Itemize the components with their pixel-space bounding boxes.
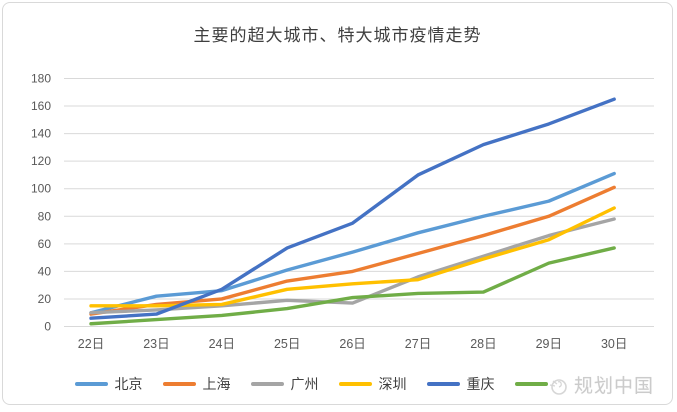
legend-dash-icon — [162, 382, 196, 386]
x-axis-tick-4: 25日 — [274, 337, 300, 351]
chart-title: 主要的超大城市、特大城市疫情走势 — [193, 26, 482, 45]
y-axis-tick-120: 120 — [31, 154, 51, 168]
legend-item-上海: 上海 — [162, 374, 233, 394]
legend-dash-icon — [338, 382, 372, 386]
legend-label: 广州 — [290, 376, 319, 392]
series-line-obscured-5 — [89, 246, 616, 326]
y-axis-tick-140: 140 — [31, 127, 51, 141]
chart-card: 主要的超大城市、特大城市疫情走势 0 20 40 60 80 100 120 140 160 18… — [2, 2, 673, 405]
y-axis-tick-0: 0 — [44, 320, 51, 334]
x-axis-tick-5: 26日 — [339, 337, 365, 351]
legend-item-深圳: 深圳 — [338, 374, 409, 394]
legend-item-obscured — [514, 382, 601, 386]
legend-label: 重庆 — [466, 376, 495, 392]
legend-item-广州: 广州 — [250, 374, 321, 394]
legend-label: 深圳 — [378, 376, 407, 392]
series-line-广州 — [89, 217, 616, 315]
legend-dash-icon — [250, 382, 284, 386]
legend-label: 上海 — [202, 376, 231, 392]
x-axis-tick-3: 24日 — [209, 337, 235, 351]
legend-item-北京: 北京 — [74, 374, 145, 394]
series-line-上海 — [89, 185, 616, 316]
y-axis-tick-20: 20 — [38, 292, 52, 306]
legend-item-重庆: 重庆 — [426, 374, 497, 394]
x-axis-tick-1: 22日 — [78, 337, 104, 351]
x-axis-tick-2: 23日 — [143, 337, 169, 351]
y-axis-tick-100: 100 — [31, 182, 51, 196]
y-axis-tick-160: 160 — [31, 99, 51, 113]
y-axis-tick-80: 80 — [38, 209, 52, 223]
series-line-北京 — [89, 171, 616, 315]
legend-dash-icon — [426, 382, 460, 386]
legend-label: 北京 — [114, 376, 143, 392]
x-axis-tick-7: 28日 — [470, 337, 496, 351]
line-chart-plot-area: 0 20 40 60 80 100 120 140 160 180 22日 23日 24日 25日 26日 2… — [31, 72, 654, 351]
legend-dash-icon — [74, 382, 108, 386]
x-axis-tick-9: 30日 — [601, 337, 627, 351]
legend-dash-icon — [514, 382, 548, 386]
y-axis-tick-40: 40 — [38, 264, 52, 278]
chart-legend: 北京 上海 广州 深圳 重庆 — [3, 374, 672, 394]
x-axis-tick-6: 27日 — [405, 337, 431, 351]
x-axis-tick-8: 29日 — [536, 337, 562, 351]
y-axis-tick-180: 180 — [31, 72, 51, 86]
y-axis-tick-60: 60 — [38, 237, 52, 251]
series-line-重庆 — [89, 97, 616, 320]
